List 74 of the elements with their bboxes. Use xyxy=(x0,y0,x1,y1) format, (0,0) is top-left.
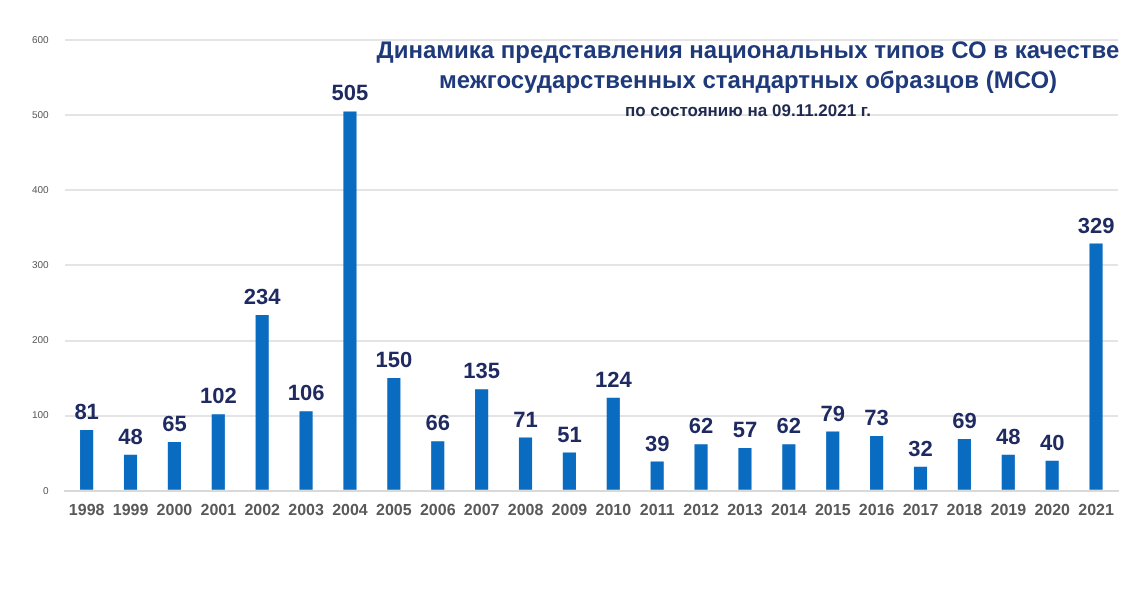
bar xyxy=(1089,243,1103,490)
data-label: 329 xyxy=(1077,214,1115,239)
data-label: 102 xyxy=(199,385,237,410)
bar xyxy=(957,438,971,490)
bar xyxy=(650,461,664,490)
data-label: 150 xyxy=(375,349,413,374)
x-tick-label: 2002 xyxy=(244,500,282,519)
x-tick-label: 2019 xyxy=(990,500,1028,519)
bar xyxy=(606,397,620,490)
bar xyxy=(1045,460,1059,490)
x-tick-label: 2014 xyxy=(771,500,808,519)
x-tick-label: 2017 xyxy=(902,500,940,519)
bar xyxy=(738,447,752,490)
bar xyxy=(343,111,357,490)
data-label: 234 xyxy=(243,286,283,311)
text: Динамика представления национальных типов СО в качестве межгосударственных стандартных образцов (МСО) xyxy=(374,36,1122,96)
data-label: 81 xyxy=(74,401,99,425)
data-label: 69 xyxy=(952,410,977,435)
data-label: 66 xyxy=(425,412,450,437)
bar xyxy=(826,431,840,490)
bar xyxy=(299,411,313,490)
data-label: 124 xyxy=(594,368,634,393)
bar xyxy=(913,466,928,490)
x-tick-label: 2016 xyxy=(858,500,896,519)
x-tick-label: 2021 xyxy=(1078,500,1115,519)
data-label: 79 xyxy=(820,402,845,427)
bar xyxy=(80,429,94,490)
bar xyxy=(870,435,884,490)
x-tick-label: 2008 xyxy=(507,500,545,519)
x-tick-label: 2003 xyxy=(288,500,325,519)
bar xyxy=(211,414,225,490)
bar xyxy=(167,441,181,490)
data-label: 65 xyxy=(162,413,187,438)
bar xyxy=(475,389,489,490)
x-tick-label: 2013 xyxy=(727,500,764,519)
data-label: 57 xyxy=(732,419,758,444)
bar xyxy=(431,441,445,490)
x-tick-label: 1998 xyxy=(68,500,106,519)
data-label: 135 xyxy=(463,360,500,385)
bar xyxy=(387,378,401,490)
bar xyxy=(694,444,708,490)
data-label: 48 xyxy=(996,425,1021,450)
x-tick-label: 2020 xyxy=(1034,500,1072,519)
data-label: 62 xyxy=(776,415,802,440)
x-tick-label: 2006 xyxy=(419,500,457,519)
x-tick-label: 2000 xyxy=(156,500,194,519)
data-label: 71 xyxy=(513,408,538,433)
bar xyxy=(1001,454,1015,490)
data-label: 73 xyxy=(864,407,889,432)
x-tick-label: 2015 xyxy=(814,500,852,519)
x-tick-label: 2011 xyxy=(639,500,676,519)
text: по состоянию на 09.11.2021 г. xyxy=(622,100,873,120)
bar xyxy=(518,437,533,490)
bar xyxy=(562,452,576,490)
data-label: 48 xyxy=(118,425,143,450)
x-tick-label: 2010 xyxy=(595,500,633,519)
data-label: 505 xyxy=(331,82,369,107)
data-label: 51 xyxy=(557,423,582,448)
bar xyxy=(255,314,269,490)
data-label: 32 xyxy=(908,437,933,462)
x-tick-label: 2009 xyxy=(551,500,589,519)
x-tick-label: 2012 xyxy=(683,500,720,519)
data-label: 40 xyxy=(1039,431,1065,456)
x-tick-label: 2001 xyxy=(200,500,238,519)
x-tick-label: 2007 xyxy=(463,500,501,519)
bar xyxy=(782,444,796,490)
bar xyxy=(123,454,138,490)
x-tick-label: 1999 xyxy=(112,500,150,519)
x-tick-label: 2005 xyxy=(376,500,413,519)
x-tick-label: 2018 xyxy=(946,500,984,519)
data-label: 62 xyxy=(688,415,714,440)
data-label: 106 xyxy=(287,382,325,407)
data-label: 39 xyxy=(644,432,670,457)
x-tick-label: 2004 xyxy=(332,500,369,519)
